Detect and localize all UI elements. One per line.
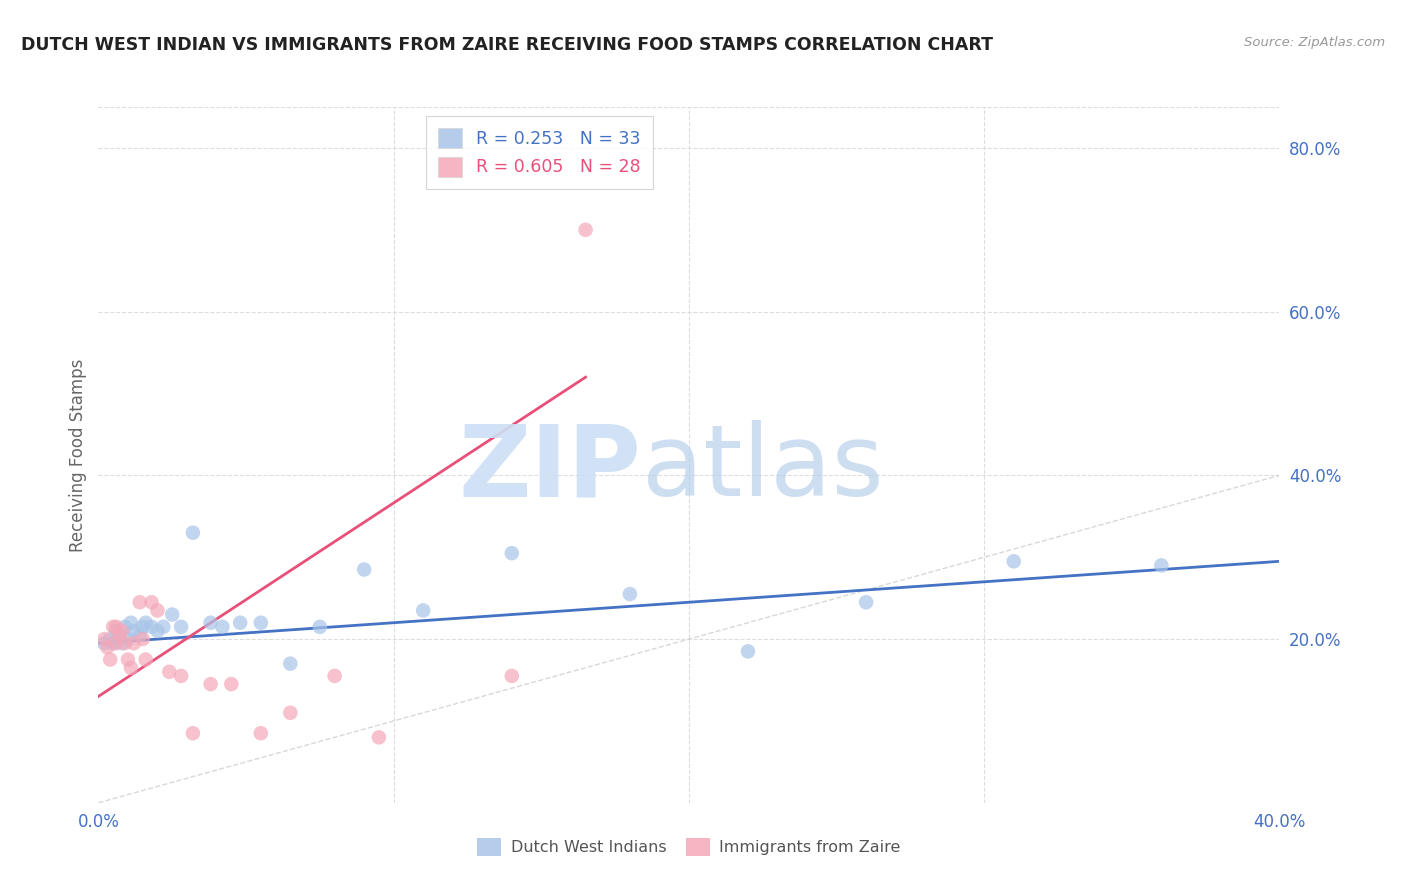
Point — [132, 620, 155, 634]
Point — [737, 644, 759, 658]
Point — [309, 620, 332, 634]
Point — [211, 620, 233, 634]
Text: atlas: atlas — [641, 420, 883, 517]
Point — [157, 665, 180, 679]
Point — [219, 677, 242, 691]
Point — [323, 669, 346, 683]
Point — [135, 615, 157, 630]
Point — [132, 632, 155, 646]
Point — [111, 624, 134, 638]
Point — [120, 615, 142, 630]
Text: Source: ZipAtlas.com: Source: ZipAtlas.com — [1244, 36, 1385, 49]
Point — [278, 706, 302, 720]
Point — [117, 652, 139, 666]
Point — [855, 595, 877, 609]
Point — [250, 726, 273, 740]
Point — [250, 615, 273, 630]
Point — [146, 624, 169, 638]
Point — [128, 595, 150, 609]
Point — [122, 636, 145, 650]
Point — [98, 632, 121, 646]
Point — [229, 615, 252, 630]
Point — [117, 632, 139, 646]
Point — [181, 726, 204, 740]
Point — [93, 632, 115, 646]
Point — [162, 607, 183, 622]
Legend: Dutch West Indians, Immigrants from Zaire: Dutch West Indians, Immigrants from Zair… — [470, 830, 908, 864]
Point — [135, 652, 157, 666]
Point — [170, 620, 193, 634]
Point — [108, 628, 131, 642]
Text: DUTCH WEST INDIAN VS IMMIGRANTS FROM ZAIRE RECEIVING FOOD STAMPS CORRELATION CHA: DUTCH WEST INDIAN VS IMMIGRANTS FROM ZAI… — [21, 36, 993, 54]
Point — [574, 223, 596, 237]
Point — [200, 615, 222, 630]
Point — [93, 636, 115, 650]
Y-axis label: Receiving Food Stamps: Receiving Food Stamps — [69, 359, 87, 551]
Point — [200, 677, 222, 691]
Point — [122, 624, 145, 638]
Point — [1150, 558, 1173, 573]
Point — [128, 628, 150, 642]
Point — [111, 636, 134, 650]
Point — [120, 661, 142, 675]
Point — [105, 624, 128, 638]
Point — [96, 640, 118, 655]
Point — [114, 636, 136, 650]
Point — [114, 620, 136, 634]
Point — [105, 620, 128, 634]
Point — [181, 525, 204, 540]
Point — [146, 603, 169, 617]
Point — [141, 595, 163, 609]
Point — [501, 546, 523, 560]
Point — [108, 628, 131, 642]
Point — [141, 620, 163, 634]
Point — [412, 603, 434, 617]
Point — [103, 636, 125, 650]
Point — [170, 669, 193, 683]
Point — [278, 657, 302, 671]
Point — [1002, 554, 1025, 568]
Text: ZIP: ZIP — [458, 420, 641, 517]
Point — [501, 669, 523, 683]
Point — [368, 731, 391, 745]
Point — [152, 620, 174, 634]
Point — [353, 562, 375, 576]
Point — [103, 620, 125, 634]
Point — [105, 636, 128, 650]
Point — [619, 587, 641, 601]
Point — [98, 652, 121, 666]
